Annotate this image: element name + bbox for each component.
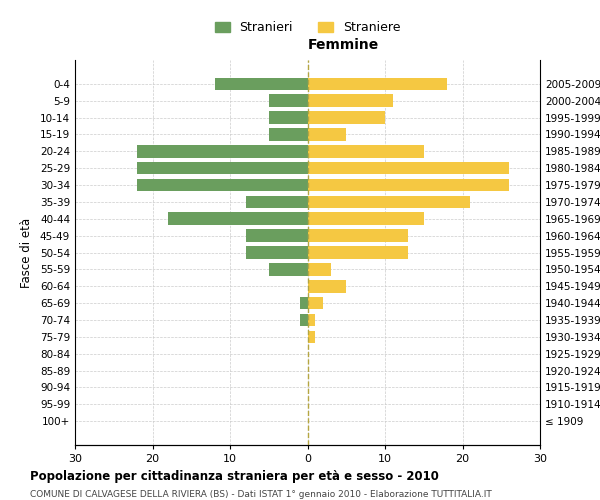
Text: Popolazione per cittadinanza straniera per età e sesso - 2010: Popolazione per cittadinanza straniera p… <box>30 470 439 483</box>
Bar <box>269 263 308 276</box>
Bar <box>269 128 308 141</box>
Bar <box>308 196 470 208</box>
Bar <box>245 196 308 208</box>
Bar <box>308 128 346 141</box>
Bar <box>300 314 308 326</box>
Bar <box>308 246 408 259</box>
Y-axis label: Fasce di età: Fasce di età <box>20 218 33 288</box>
Bar <box>308 178 509 192</box>
Bar <box>308 162 509 174</box>
Text: Femmine: Femmine <box>308 38 379 52</box>
Bar <box>245 246 308 259</box>
Bar <box>308 78 447 90</box>
Bar <box>215 78 308 90</box>
Bar <box>269 111 308 124</box>
Bar <box>308 212 424 225</box>
Text: COMUNE DI CALVAGESE DELLA RIVIERA (BS) - Dati ISTAT 1° gennaio 2010 - Elaborazio: COMUNE DI CALVAGESE DELLA RIVIERA (BS) -… <box>30 490 492 499</box>
Bar <box>308 94 393 107</box>
Bar <box>137 178 308 192</box>
Bar <box>308 111 385 124</box>
Legend: Stranieri, Straniere: Stranieri, Straniere <box>209 16 406 39</box>
Bar <box>308 314 315 326</box>
Bar <box>137 162 308 174</box>
Bar <box>137 145 308 158</box>
Bar <box>300 297 308 310</box>
Bar <box>308 230 408 242</box>
Bar <box>269 94 308 107</box>
Bar <box>308 280 346 292</box>
Bar <box>308 263 331 276</box>
Bar <box>308 145 424 158</box>
Bar <box>308 297 323 310</box>
Bar <box>245 230 308 242</box>
Bar <box>308 330 315 343</box>
Bar <box>168 212 308 225</box>
